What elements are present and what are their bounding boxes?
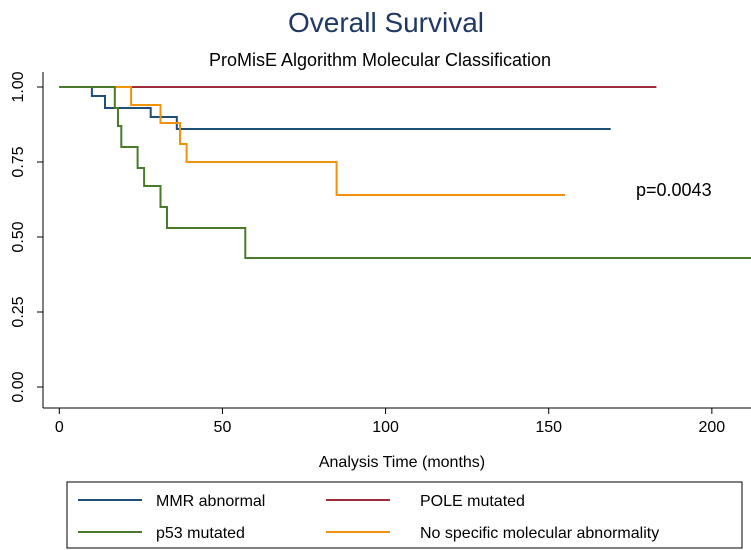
series-line-mmr-abnormal	[59, 86, 611, 130]
legend-label-no-specific-molecular-abnormality: No specific molecular abnormality	[420, 525, 659, 542]
legend-box	[66, 481, 743, 549]
y-tick-label: 0.25	[10, 296, 27, 327]
x-tick-label: 200	[698, 419, 725, 436]
x-tick-label: 100	[372, 419, 399, 436]
plot-area: 0.00 0.25 0.50 0.75 1.00 0 50 100 150 200	[10, 71, 751, 436]
y-tick-label: 0.75	[10, 146, 27, 177]
series-line-p53-mutated	[59, 86, 751, 259]
series-line-no-specific-molecular-abnormality	[59, 86, 565, 196]
legend-label-pole-mutated: POLE mutated	[420, 493, 525, 510]
y-tick-label: 1.00	[10, 71, 27, 102]
y-tick-label: 0.00	[10, 371, 27, 402]
x-tick-label: 0	[55, 419, 64, 436]
series-lines	[59, 86, 751, 259]
legend: MMR abnormal POLE mutated p53 mutated No sp…	[66, 481, 743, 549]
legend-label-mmr-abnormal: MMR abnormal	[156, 493, 265, 510]
y-ticks: 0.00 0.25 0.50 0.75 1.00	[10, 71, 43, 403]
x-tick-label: 150	[535, 419, 562, 436]
x-ticks: 0 50 100 150 200	[55, 408, 725, 436]
y-tick-label: 0.50	[10, 221, 27, 252]
x-axis-title: Analysis Time (months)	[319, 454, 485, 471]
p-value-annotation: p=0.0043	[636, 180, 712, 200]
legend-label-p53-mutated: p53 mutated	[156, 525, 245, 542]
x-tick-label: 50	[214, 419, 232, 436]
chart-title: Overall Survival	[288, 7, 484, 38]
chart-subtitle: ProMisE Algorithm Molecular Classificati…	[209, 50, 551, 70]
